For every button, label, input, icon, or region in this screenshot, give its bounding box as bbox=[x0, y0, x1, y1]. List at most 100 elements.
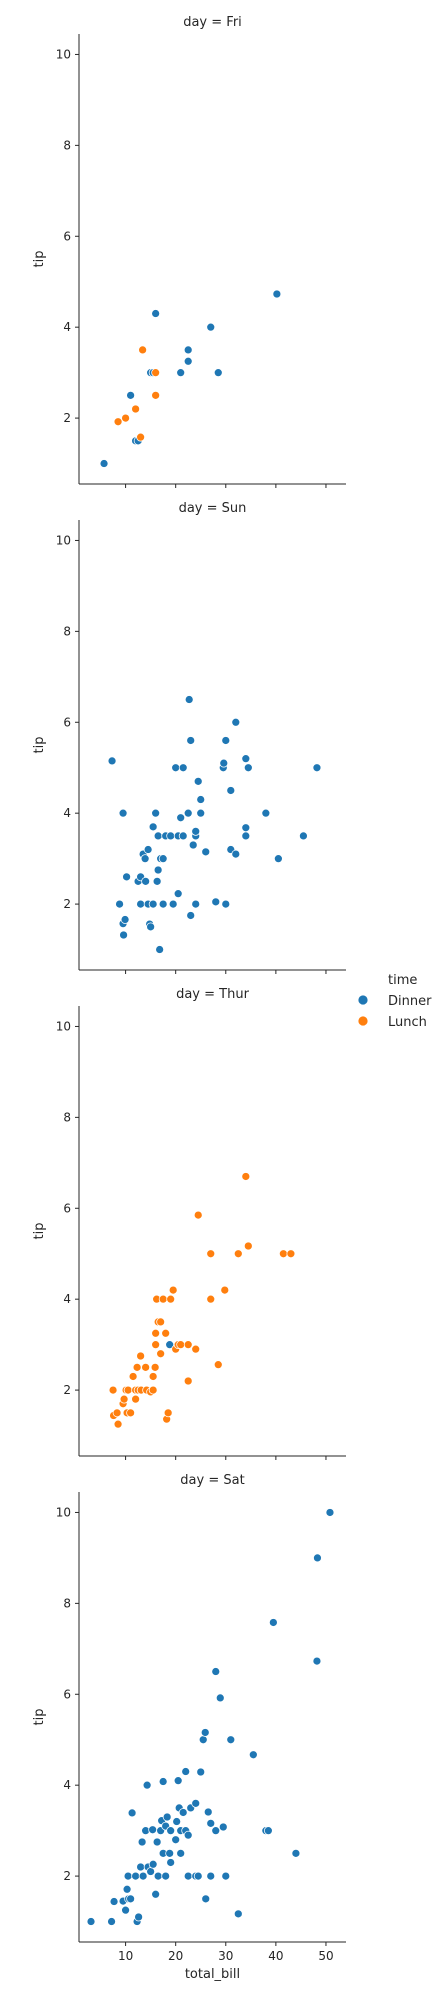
y-axis-label: tip bbox=[32, 251, 47, 268]
y-axis-label: tip bbox=[32, 1709, 47, 1726]
data-point-dinner bbox=[221, 899, 231, 909]
y-tick-label: 6 bbox=[63, 1687, 71, 1701]
data-point-dinner bbox=[107, 1917, 116, 1926]
y-tick-label: 10 bbox=[56, 533, 71, 547]
data-point-dinner bbox=[172, 1817, 182, 1826]
data-point-lunch bbox=[112, 1408, 122, 1418]
data-point-dinner bbox=[231, 717, 241, 727]
data-point-dinner bbox=[184, 695, 194, 704]
data-point-dinner bbox=[325, 1508, 335, 1517]
facet-title: day = Sat bbox=[180, 1473, 244, 1488]
data-point-dinner bbox=[107, 756, 117, 766]
data-point-lunch bbox=[168, 1285, 178, 1295]
data-point-dinner bbox=[161, 1871, 171, 1881]
data-point-lunch bbox=[206, 1249, 216, 1259]
data-point-dinner bbox=[211, 1826, 221, 1836]
data-point-lunch bbox=[123, 1385, 133, 1395]
x-tick-label: 40 bbox=[268, 1949, 283, 1963]
data-point-lunch bbox=[128, 1372, 138, 1381]
data-point-dinner bbox=[99, 459, 109, 468]
data-point-dinner bbox=[151, 1889, 161, 1899]
data-point-dinner bbox=[173, 1776, 183, 1786]
data-point-dinner bbox=[148, 822, 158, 832]
data-point-lunch bbox=[191, 1344, 201, 1354]
data-point-lunch bbox=[119, 1394, 129, 1404]
data-point-lunch bbox=[243, 1241, 253, 1251]
data-point-lunch bbox=[136, 432, 145, 442]
data-point-dinner bbox=[291, 1848, 301, 1858]
data-point-lunch bbox=[151, 1340, 161, 1350]
data-point-dinner bbox=[165, 1848, 175, 1858]
data-point-dinner bbox=[136, 899, 145, 909]
data-point-dinner bbox=[211, 897, 221, 907]
data-point-dinner bbox=[131, 1871, 140, 1881]
data-point-dinner bbox=[171, 763, 181, 773]
data-point-dinner bbox=[148, 1859, 158, 1869]
data-point-dinner bbox=[313, 1553, 322, 1563]
data-point-dinner bbox=[158, 1777, 168, 1786]
data-point-lunch bbox=[108, 1385, 118, 1395]
data-point-dinner bbox=[183, 1871, 193, 1881]
data-point-dinner bbox=[188, 840, 198, 850]
data-point-dinner bbox=[118, 808, 128, 818]
data-point-dinner bbox=[152, 1837, 162, 1847]
data-point-dinner bbox=[312, 763, 322, 773]
data-point-dinner bbox=[186, 911, 196, 920]
data-point-dinner bbox=[183, 356, 193, 366]
data-point-dinner bbox=[241, 754, 251, 764]
data-point-dinner bbox=[158, 899, 168, 909]
data-point-dinner bbox=[138, 1871, 148, 1881]
data-point-dinner bbox=[196, 1767, 206, 1777]
x-tick-label: 50 bbox=[318, 1949, 333, 1963]
data-point-dinner bbox=[140, 854, 150, 864]
data-point-dinner bbox=[178, 831, 188, 841]
data-point-dinner bbox=[231, 849, 241, 859]
data-point-lunch bbox=[113, 417, 123, 427]
data-point-dinner bbox=[151, 808, 161, 818]
data-point-lunch bbox=[148, 1385, 158, 1395]
data-point-lunch bbox=[176, 1340, 186, 1350]
data-point-dinner bbox=[263, 1826, 273, 1836]
data-point-dinner bbox=[176, 368, 186, 378]
x-axis-label: total_bill bbox=[185, 1967, 240, 1982]
facet-panel-2: day = Thur 2 4 6 8 10 tip bbox=[32, 987, 346, 1460]
data-point-dinner bbox=[196, 808, 206, 818]
y-tick-label: 8 bbox=[63, 1110, 71, 1124]
data-point-dinner bbox=[120, 915, 130, 924]
data-point-dinner bbox=[168, 899, 178, 909]
data-point-dinner bbox=[191, 1798, 201, 1808]
data-point-lunch bbox=[151, 390, 161, 400]
y-tick-label: 8 bbox=[63, 1596, 71, 1610]
data-point-dinner bbox=[215, 1693, 225, 1703]
data-point-dinner bbox=[153, 865, 163, 875]
facet-panel-3: day = Sat 2 4 6 8 10 10 20 30 40 50 tip total_bill bbox=[32, 1473, 346, 1982]
y-tick-label: 2 bbox=[63, 897, 71, 911]
data-point-lunch bbox=[166, 1294, 176, 1304]
data-point-dinner bbox=[183, 1830, 193, 1840]
facet-title: day = Thur bbox=[176, 987, 249, 1002]
data-point-lunch bbox=[131, 1394, 140, 1404]
data-point-dinner bbox=[206, 322, 216, 332]
y-tick-label: 10 bbox=[56, 1505, 71, 1519]
data-point-lunch bbox=[121, 413, 130, 423]
data-point-dinner bbox=[221, 736, 231, 745]
y-tick-label: 4 bbox=[63, 1778, 71, 1792]
data-point-lunch bbox=[241, 1172, 251, 1181]
data-point-dinner bbox=[165, 1340, 175, 1350]
y-axis-label: tip bbox=[32, 1223, 47, 1240]
data-point-dinner bbox=[226, 1735, 236, 1745]
data-point-lunch bbox=[206, 1294, 216, 1304]
data-point-dinner bbox=[221, 1871, 231, 1881]
data-point-dinner bbox=[248, 1750, 258, 1760]
data-point-dinner bbox=[201, 847, 211, 857]
data-point-dinner bbox=[152, 876, 162, 886]
legend-marker-lunch bbox=[357, 1015, 369, 1027]
data-point-lunch bbox=[163, 1408, 173, 1418]
data-point-lunch bbox=[161, 1328, 171, 1338]
data-point-dinner bbox=[122, 872, 131, 882]
y-tick-label: 4 bbox=[63, 320, 71, 334]
data-point-dinner bbox=[198, 1735, 208, 1745]
y-tick-label: 10 bbox=[56, 47, 71, 61]
data-point-lunch bbox=[156, 1349, 166, 1359]
data-point-dinner bbox=[261, 808, 271, 818]
